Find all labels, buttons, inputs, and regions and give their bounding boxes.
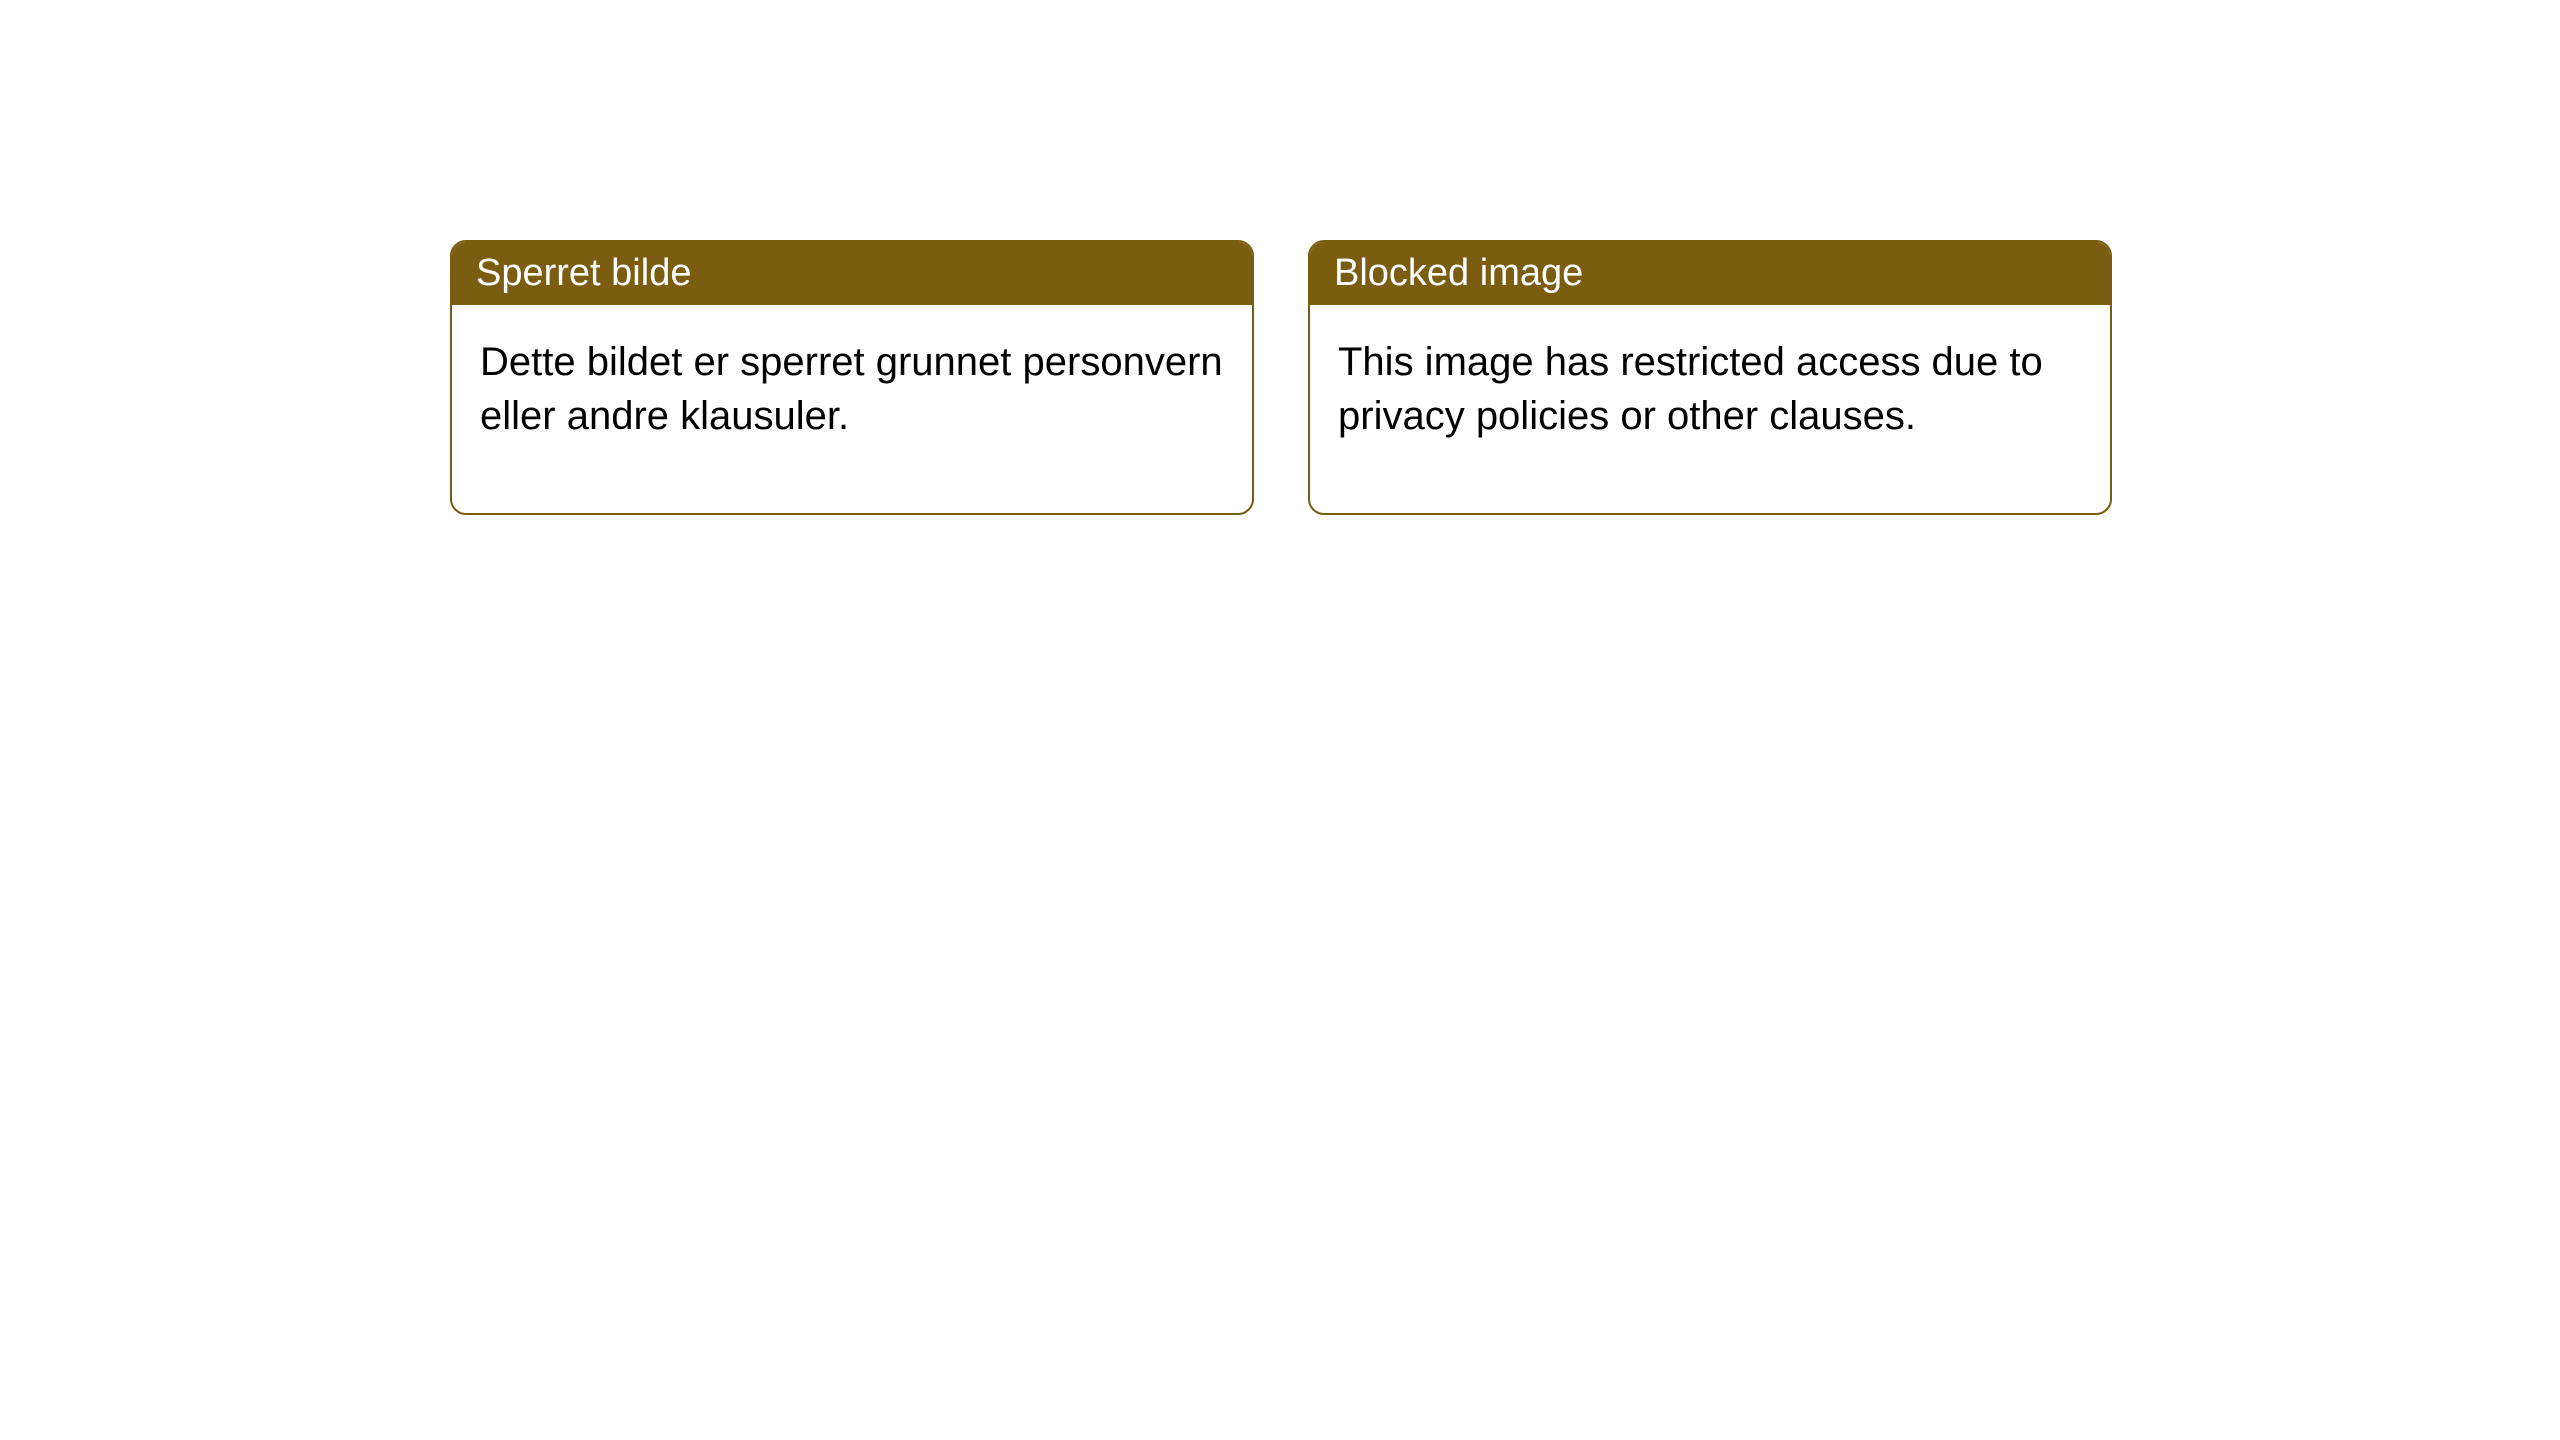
card-title: Sperret bilde bbox=[476, 252, 691, 294]
notice-container: Sperret bilde Dette bildet er sperret gr… bbox=[0, 0, 2560, 515]
card-body-text: This image has restricted access due to … bbox=[1338, 340, 2043, 438]
notice-card-norwegian: Sperret bilde Dette bildet er sperret gr… bbox=[450, 240, 1254, 515]
card-body: This image has restricted access due to … bbox=[1310, 305, 2110, 513]
card-body: Dette bildet er sperret grunnet personve… bbox=[452, 305, 1252, 513]
notice-card-english: Blocked image This image has restricted … bbox=[1308, 240, 2112, 515]
card-body-text: Dette bildet er sperret grunnet personve… bbox=[480, 340, 1223, 438]
card-title: Blocked image bbox=[1334, 252, 1583, 294]
card-header: Blocked image bbox=[1310, 242, 2110, 305]
card-header: Sperret bilde bbox=[452, 242, 1252, 305]
